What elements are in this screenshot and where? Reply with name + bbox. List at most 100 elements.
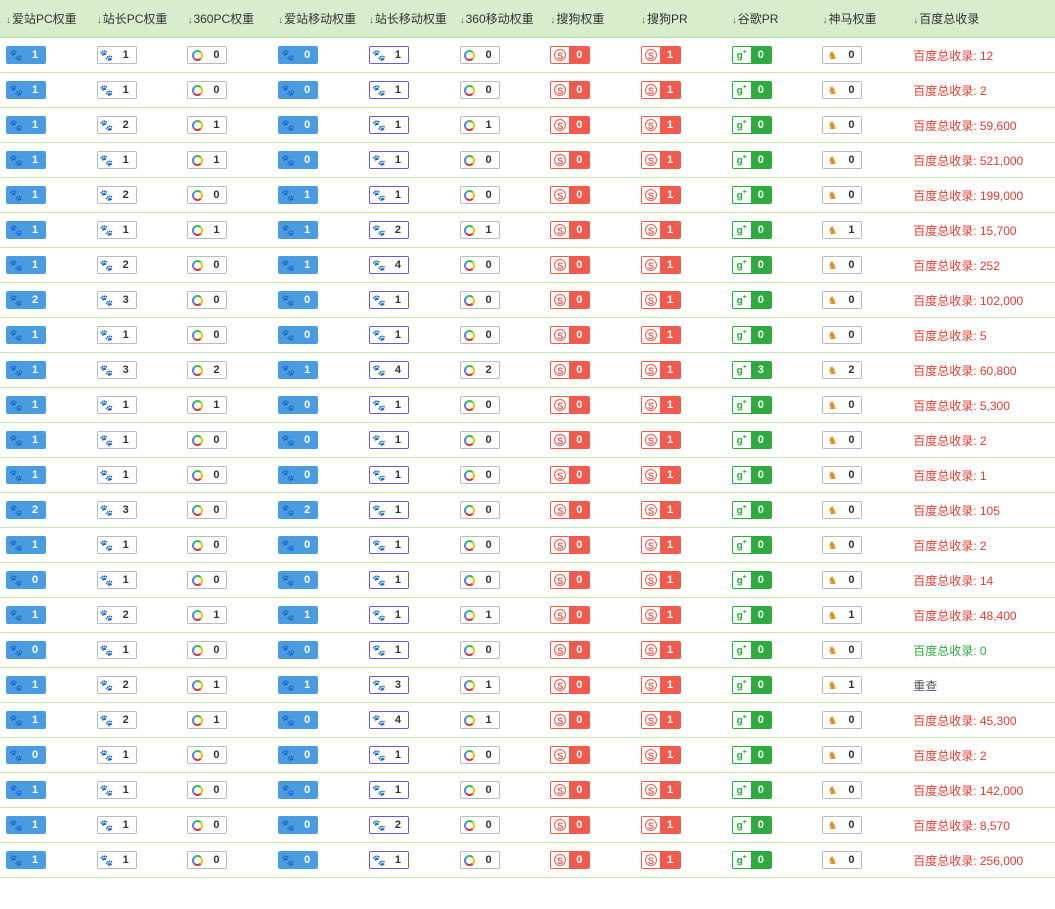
weight-badge[interactable]: 🐾1 [278, 676, 318, 694]
weight-badge[interactable]: 0 [187, 256, 227, 274]
weight-badge[interactable]: 0 [187, 81, 227, 99]
weight-badge[interactable]: S1 [641, 431, 681, 449]
baidu-index-text[interactable]: 百度总收录: 2 [913, 434, 986, 448]
weight-badge[interactable]: 🐾1 [97, 221, 137, 239]
weight-badge[interactable]: 🐾1 [6, 116, 46, 134]
weight-badge[interactable]: g+0 [732, 676, 772, 694]
weight-badge[interactable]: 🐾0 [278, 641, 318, 659]
weight-badge[interactable]: 0 [460, 431, 500, 449]
weight-badge[interactable]: 1 [460, 676, 500, 694]
weight-badge[interactable]: 🐾1 [278, 256, 318, 274]
weight-badge[interactable]: g+0 [732, 466, 772, 484]
column-header[interactable]: ↓百度总收录 [907, 0, 1055, 38]
weight-badge[interactable]: 🐾2 [6, 291, 46, 309]
weight-badge[interactable]: S1 [641, 641, 681, 659]
weight-badge[interactable]: 🐾1 [97, 431, 137, 449]
weight-badge[interactable]: S0 [550, 361, 590, 379]
weight-badge[interactable]: 🐾0 [6, 641, 46, 659]
weight-badge[interactable]: ♞0 [822, 746, 862, 764]
weight-badge[interactable]: S0 [550, 851, 590, 869]
weight-badge[interactable]: 🐾0 [278, 536, 318, 554]
weight-badge[interactable]: S0 [550, 606, 590, 624]
weight-badge[interactable]: 🐾1 [6, 186, 46, 204]
weight-badge[interactable]: 🐾1 [6, 466, 46, 484]
weight-badge[interactable]: 0 [187, 816, 227, 834]
weight-badge[interactable]: 🐾1 [369, 81, 409, 99]
weight-badge[interactable]: 🐾1 [369, 326, 409, 344]
weight-badge[interactable]: 🐾1 [97, 816, 137, 834]
weight-badge[interactable]: S0 [550, 676, 590, 694]
baidu-index-text[interactable]: 百度总收录: 2 [913, 539, 986, 553]
weight-badge[interactable]: ♞0 [822, 641, 862, 659]
weight-badge[interactable]: S0 [550, 291, 590, 309]
weight-badge[interactable]: 2 [187, 361, 227, 379]
baidu-index-text[interactable]: 百度总收录: 252 [913, 259, 1000, 273]
weight-badge[interactable]: 🐾1 [369, 746, 409, 764]
weight-badge[interactable]: g+0 [732, 641, 772, 659]
weight-badge[interactable]: 🐾1 [369, 46, 409, 64]
weight-badge[interactable]: 🐾1 [369, 536, 409, 554]
baidu-index-text[interactable]: 百度总收录: 256,000 [913, 854, 1023, 868]
weight-badge[interactable]: 2 [460, 361, 500, 379]
weight-badge[interactable]: 1 [187, 151, 227, 169]
weight-badge[interactable]: 0 [187, 536, 227, 554]
baidu-index-text[interactable]: 百度总收录: 14 [913, 574, 993, 588]
weight-badge[interactable]: g+0 [732, 851, 772, 869]
weight-badge[interactable]: 1 [187, 711, 227, 729]
weight-badge[interactable]: 🐾3 [97, 361, 137, 379]
weight-badge[interactable]: g+0 [732, 571, 772, 589]
baidu-index-text[interactable]: 百度总收录: 2 [913, 84, 986, 98]
weight-badge[interactable]: 🐾1 [369, 606, 409, 624]
weight-badge[interactable]: 0 [460, 571, 500, 589]
weight-badge[interactable]: g+0 [732, 536, 772, 554]
weight-badge[interactable]: 🐾1 [97, 641, 137, 659]
weight-badge[interactable]: ♞0 [822, 536, 862, 554]
weight-badge[interactable]: 0 [460, 46, 500, 64]
weight-badge[interactable]: ♞0 [822, 501, 862, 519]
weight-badge[interactable]: 🐾1 [369, 116, 409, 134]
weight-badge[interactable]: g+0 [732, 746, 772, 764]
weight-badge[interactable]: 🐾4 [369, 711, 409, 729]
weight-badge[interactable]: 🐾1 [6, 711, 46, 729]
weight-badge[interactable]: ♞1 [822, 221, 862, 239]
weight-badge[interactable]: ♞0 [822, 396, 862, 414]
weight-badge[interactable]: ♞0 [822, 851, 862, 869]
weight-badge[interactable]: g+0 [732, 431, 772, 449]
weight-badge[interactable]: 🐾0 [278, 291, 318, 309]
weight-badge[interactable]: 🐾1 [6, 221, 46, 239]
column-header[interactable]: ↓搜狗PR [635, 0, 726, 38]
baidu-index-text[interactable]: 百度总收录: 105 [913, 504, 1000, 518]
weight-badge[interactable]: S1 [641, 501, 681, 519]
weight-badge[interactable]: 🐾4 [369, 256, 409, 274]
weight-badge[interactable]: S0 [550, 46, 590, 64]
weight-badge[interactable]: ♞2 [822, 361, 862, 379]
baidu-index-text[interactable]: 百度总收录: 199,000 [913, 189, 1023, 203]
weight-badge[interactable]: S1 [641, 851, 681, 869]
weight-badge[interactable]: S1 [641, 116, 681, 134]
column-header[interactable]: ↓360移动权重 [454, 0, 545, 38]
weight-badge[interactable]: ♞0 [822, 816, 862, 834]
weight-badge[interactable]: 🐾0 [278, 466, 318, 484]
baidu-index-text[interactable]: 百度总收录: 1 [913, 469, 986, 483]
weight-badge[interactable]: ♞1 [822, 676, 862, 694]
weight-badge[interactable]: 🐾0 [278, 851, 318, 869]
weight-badge[interactable]: ♞1 [822, 606, 862, 624]
weight-badge[interactable]: S1 [641, 361, 681, 379]
baidu-index-text[interactable]: 百度总收录: 5 [913, 329, 986, 343]
weight-badge[interactable]: 🐾1 [369, 641, 409, 659]
weight-badge[interactable]: g+0 [732, 396, 772, 414]
weight-badge[interactable]: 0 [187, 466, 227, 484]
baidu-index-text[interactable]: 百度总收录: 102,000 [913, 294, 1023, 308]
weight-badge[interactable]: 🐾2 [97, 256, 137, 274]
weight-badge[interactable]: 🐾1 [369, 851, 409, 869]
weight-badge[interactable]: S1 [641, 186, 681, 204]
weight-badge[interactable]: ♞0 [822, 466, 862, 484]
weight-badge[interactable]: 0 [460, 501, 500, 519]
weight-badge[interactable]: 0 [460, 256, 500, 274]
weight-badge[interactable]: 🐾2 [97, 186, 137, 204]
weight-badge[interactable]: 🐾1 [97, 781, 137, 799]
weight-badge[interactable]: ♞0 [822, 571, 862, 589]
weight-badge[interactable]: 🐾0 [278, 816, 318, 834]
weight-badge[interactable]: 🐾0 [278, 711, 318, 729]
weight-badge[interactable]: 0 [460, 851, 500, 869]
